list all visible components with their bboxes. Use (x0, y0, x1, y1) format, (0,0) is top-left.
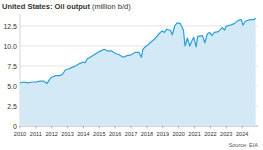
x-tick (35, 126, 36, 129)
y-tick-label: 5.0 (7, 83, 17, 90)
y-tick-label: 2.5 (7, 103, 17, 110)
x-tick (146, 126, 147, 129)
x-tick (115, 126, 116, 129)
x-tick-label: 2017 (125, 131, 137, 137)
plot-area (20, 18, 256, 126)
x-tick-label: 2012 (46, 131, 58, 137)
x-tick-label: 2023 (220, 131, 232, 137)
x-tick (226, 126, 227, 129)
y-tick-label: 0 (13, 123, 17, 130)
y-tick-label: 12.5 (3, 23, 17, 30)
x-tick-label: 2014 (77, 131, 89, 137)
x-tick (194, 126, 195, 129)
x-tick-label: 2011 (30, 131, 42, 137)
x-tick-label: 2015 (93, 131, 105, 137)
x-tick (131, 126, 132, 129)
y-tick-label: 7.5 (7, 63, 17, 70)
source: Source: EIA (229, 142, 259, 148)
y-tick-label: 10.0 (3, 43, 17, 50)
x-tick-label: 2010 (14, 131, 26, 137)
x-tick-label: 2016 (109, 131, 121, 137)
x-tick (178, 126, 179, 129)
x-tick (210, 126, 211, 129)
chart: United States: Oil output(million b/d)02… (0, 0, 263, 150)
subtitle: (million b/d) (92, 2, 131, 11)
x-tick (51, 126, 52, 129)
title: United States: Oil output (2, 2, 90, 11)
x-tick-label: 2024 (236, 131, 248, 137)
x-tick-label: 2019 (157, 131, 169, 137)
area-line (20, 18, 256, 84)
x-tick (20, 126, 21, 129)
x-tick (83, 126, 84, 129)
title-line: United States: Oil output(million b/d) (2, 2, 131, 11)
x-tick-label: 2013 (61, 131, 73, 137)
grid-line (20, 26, 258, 27)
x-tick-label: 2018 (141, 131, 153, 137)
x-tick (162, 126, 163, 129)
x-tick-label: 2022 (204, 131, 216, 137)
x-tick-label: 2021 (188, 131, 200, 137)
x-tick-label: 2020 (172, 131, 184, 137)
x-tick (242, 126, 243, 129)
area-fill (20, 18, 256, 126)
x-tick (67, 126, 68, 129)
x-tick (99, 126, 100, 129)
